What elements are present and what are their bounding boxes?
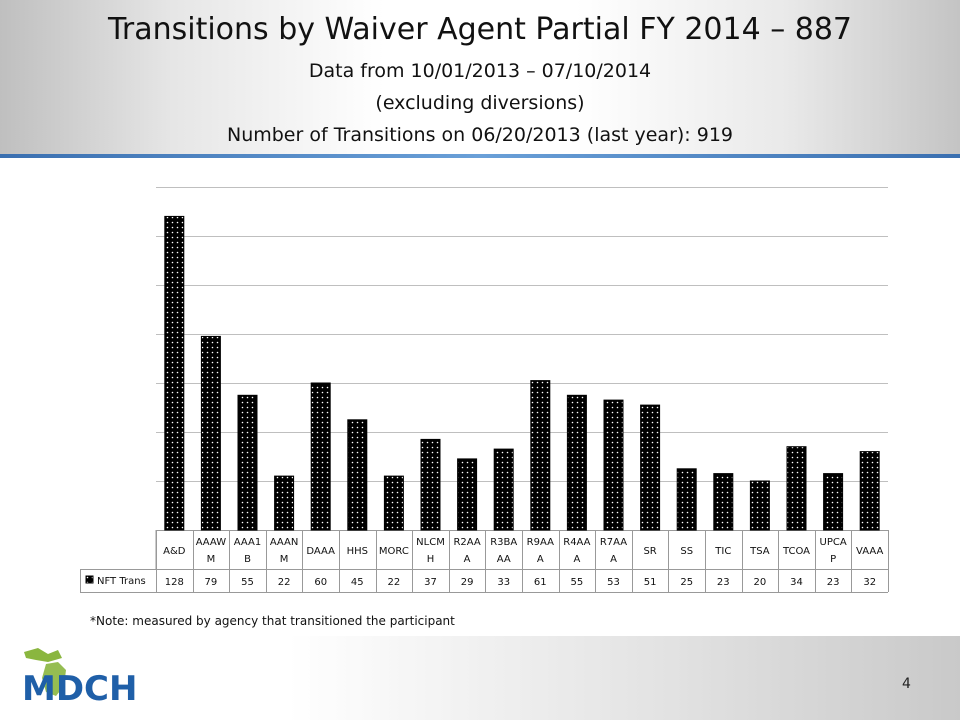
data-table-value: 51 (644, 577, 657, 588)
data-table-value: 60 (314, 577, 327, 588)
bar-upcap (823, 473, 844, 531)
x-tick-label: TCOA (782, 546, 810, 557)
data-table-value: 32 (863, 577, 876, 588)
bar-sr (640, 404, 661, 531)
bar-aaawm (200, 335, 221, 531)
x-tick-label: MORC (379, 546, 409, 557)
data-table-value: 53 (607, 577, 620, 588)
bar-vaaa (859, 451, 880, 531)
bar-aaa1b (237, 394, 258, 531)
bar-daaa (310, 382, 331, 531)
bar-tsa (749, 480, 770, 531)
x-tick-label: NLCM (416, 537, 445, 548)
bar-ad (164, 215, 185, 531)
header-rule (0, 154, 960, 158)
x-tick-label: A (610, 554, 617, 565)
x-tick-label: R4AA (563, 537, 590, 548)
bar-tcoa (786, 446, 807, 531)
x-tick-label: R3BA (490, 537, 517, 548)
slide-subtitle-dates: Data from 10/01/2013 – 07/10/2014 (308, 60, 652, 82)
x-tick-label: R7AA (600, 537, 627, 548)
data-table-value: 33 (497, 577, 510, 588)
x-tick-label: A (464, 554, 471, 565)
bar-r3baaa (493, 448, 514, 531)
legend-swatch (85, 575, 94, 584)
footer-band (0, 636, 960, 720)
data-table-value: 55 (571, 577, 584, 588)
data-table-value: 128 (165, 577, 184, 588)
data-table-value: 45 (351, 577, 364, 588)
data-table-value: 25 (680, 577, 693, 588)
x-tick-label: HHS (347, 546, 368, 557)
data-table-value: 20 (754, 577, 767, 588)
bar-tic (713, 473, 734, 531)
slide-subtitle-last-year: Number of Transitions on 06/20/2013 (las… (226, 124, 734, 146)
x-tick-label: R2AA (453, 537, 480, 548)
legend-series-name: NFT Trans (97, 576, 146, 587)
bar-aaanm (274, 475, 295, 531)
x-tick-label: A (537, 554, 544, 565)
slide-subtitle-exclusion: (excluding diversions) (375, 92, 585, 114)
bar-r7aaa (603, 399, 624, 531)
data-table-value: 23 (717, 577, 730, 588)
bar-r4aaa (566, 394, 587, 531)
bar-ss (676, 468, 697, 531)
data-table-value: 22 (388, 577, 401, 588)
x-tick-label: AA (497, 554, 511, 565)
x-tick-label: A (573, 554, 580, 565)
x-tick-label: AAA1 (234, 537, 261, 548)
data-table-value: 34 (790, 577, 803, 588)
x-tick-label: P (830, 554, 836, 565)
x-tick-label: AAAN (270, 537, 299, 548)
data-table-value: 23 (827, 577, 840, 588)
x-tick-label: VAAA (856, 546, 883, 557)
x-tick-label: SS (680, 546, 693, 557)
x-tick-label: H (427, 554, 435, 565)
x-tick-label: AAAW (196, 537, 227, 548)
data-table-value: 61 (534, 577, 547, 588)
data-table-value: 79 (205, 577, 218, 588)
x-tick-label: TSA (749, 546, 770, 557)
data-table-value: 55 (241, 577, 254, 588)
bar-hhs (347, 419, 368, 531)
data-table-value: 37 (424, 577, 437, 588)
bar-r9aaa (530, 380, 551, 531)
bar-r2aaa (457, 458, 478, 531)
x-tick-label: M (207, 554, 216, 565)
x-tick-label: R9AA (527, 537, 554, 548)
bar-morc (383, 475, 404, 531)
x-tick-label: A&D (163, 546, 186, 557)
x-tick-label: UPCA (820, 537, 847, 548)
data-table-value: 22 (278, 577, 291, 588)
x-tick-label: B (244, 554, 251, 565)
footnote: *Note: measured by agency that transitio… (90, 614, 455, 628)
data-table-value: 29 (461, 577, 474, 588)
header-band (0, 0, 960, 158)
slide-title: Transitions by Waiver Agent Partial FY 2… (107, 12, 853, 47)
x-tick-label: TIC (714, 546, 731, 557)
mdch-logo: MDCH (22, 648, 137, 706)
page-number: 4 (902, 676, 911, 692)
logo-text: MDCH (22, 669, 137, 706)
x-tick-label: SR (643, 546, 656, 557)
x-tick-label: DAAA (306, 546, 335, 557)
bar-nlcmh (420, 438, 441, 531)
x-tick-label: M (280, 554, 289, 565)
